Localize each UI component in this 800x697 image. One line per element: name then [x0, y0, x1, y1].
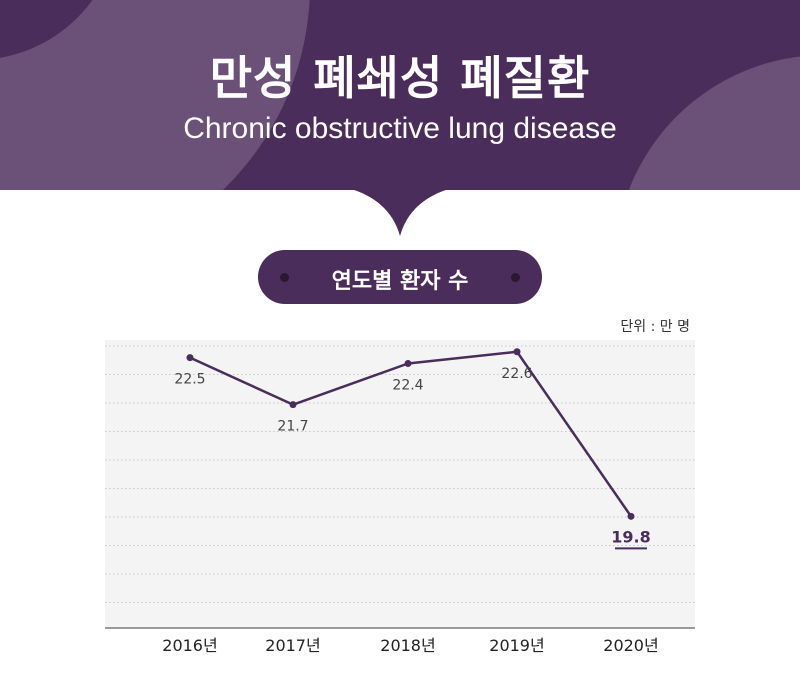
- data-points: [186, 348, 635, 520]
- data-label: 22.4: [392, 378, 423, 394]
- page-subtitle: Chronic obstructive lung disease: [183, 112, 617, 145]
- x-tick-label: 2016년: [162, 636, 217, 655]
- x-tick-label: 2019년: [489, 636, 544, 655]
- data-point: [186, 354, 194, 362]
- page-title: 만성 폐쇄성 폐질환: [209, 51, 591, 105]
- data-label: 22.6: [501, 366, 532, 382]
- x-tick-label: 2018년: [380, 636, 435, 655]
- header-banner: 만성 폐쇄성 폐질환 Chronic obstructive lung dise…: [0, 0, 800, 190]
- data-point: [289, 401, 297, 409]
- pill-dot-left: [280, 273, 289, 282]
- x-tick-label: 2017년: [265, 636, 320, 655]
- data-point: [513, 348, 521, 356]
- data-label-highlight: 19.8: [611, 527, 650, 546]
- x-tick-label: 2020년: [603, 636, 658, 655]
- x-tick-labels: 2016년 2017년 2018년 2019년 2020년: [162, 636, 658, 655]
- data-labels: 22.5 21.7 22.4 22.6 19.8: [174, 366, 651, 550]
- data-label: 22.5: [174, 372, 205, 388]
- data-point: [404, 360, 412, 368]
- chart-title-pill: 연도별 환자 수: [258, 250, 542, 304]
- header-notch: [348, 188, 452, 236]
- chart-title: 연도별 환자 수: [331, 269, 469, 294]
- unit-label: 단위 : 만 명: [620, 319, 690, 335]
- plot-background: [105, 340, 695, 628]
- data-label: 21.7: [277, 419, 308, 435]
- pill-dot-right: [511, 273, 520, 282]
- data-point: [627, 512, 635, 520]
